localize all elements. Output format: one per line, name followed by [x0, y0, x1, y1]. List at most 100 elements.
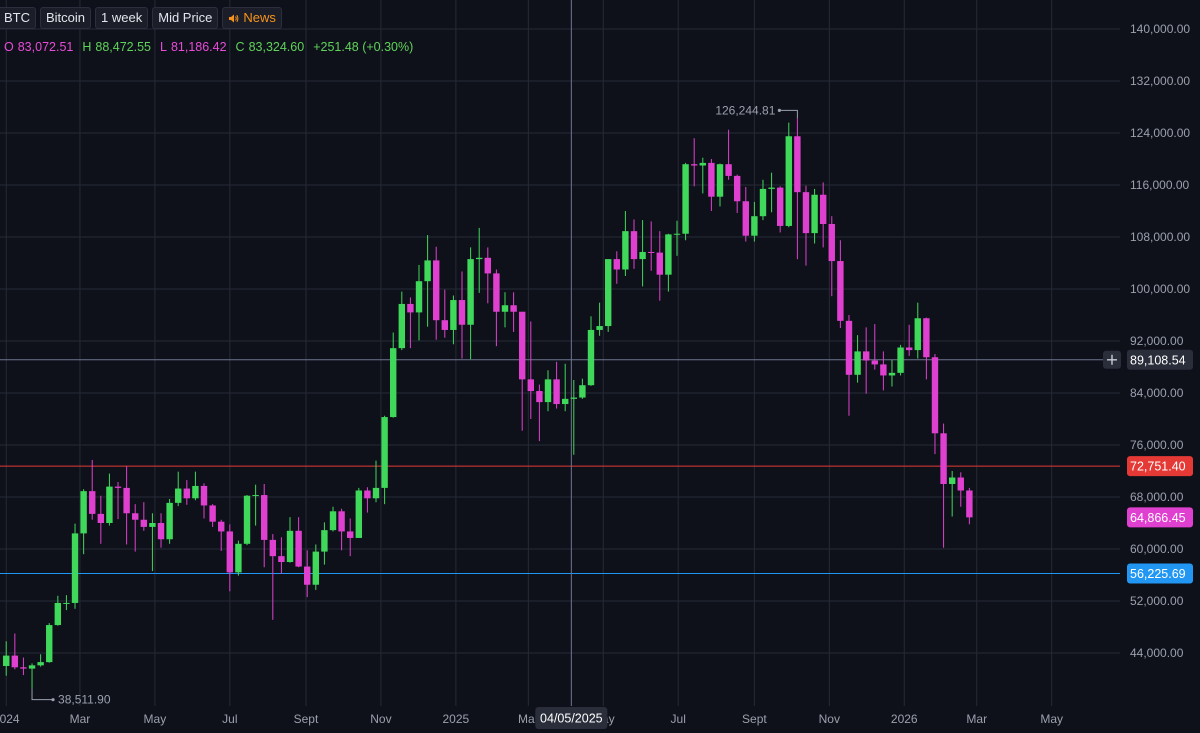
candle-body: [476, 257, 483, 260]
interval-button[interactable]: 1 week: [95, 7, 149, 29]
candle-body: [458, 300, 466, 325]
candle: [716, 163, 724, 207]
candle: [811, 188, 818, 244]
change-value: +251.48 (+0.30%): [313, 40, 414, 54]
blue-price-badge: [1127, 563, 1193, 584]
candle-body: [819, 194, 827, 224]
x-tick-label: Mar: [966, 712, 987, 726]
candle-body: [140, 519, 148, 527]
candle-body: [510, 305, 517, 312]
candle: [923, 317, 930, 380]
close-readout: C 83,324.60: [236, 40, 305, 54]
symbol-button[interactable]: BTC: [0, 7, 36, 29]
candle-body: [613, 259, 620, 270]
candle: [424, 235, 431, 327]
y-tick-label: 100,000.00: [1130, 282, 1190, 296]
y-tick-label: 108,000.00: [1130, 230, 1190, 244]
candle-body: [587, 329, 595, 386]
candle: [295, 517, 302, 568]
candle-body: [11, 655, 19, 668]
candle: [28, 663, 36, 689]
candle: [175, 471, 182, 507]
candle: [862, 327, 870, 394]
candle: [966, 487, 973, 525]
high-marker-line: [779, 109, 798, 119]
crosshair-price-badge: [1127, 349, 1193, 370]
candle: [372, 460, 380, 503]
candle-body: [278, 556, 285, 562]
candle-body: [708, 162, 715, 197]
candle: [209, 504, 216, 527]
candle-body: [845, 320, 853, 375]
red-price-label: 72,751.40: [1130, 460, 1186, 474]
candle-body: [923, 318, 930, 358]
candle: [957, 472, 964, 507]
candle: [140, 502, 148, 531]
y-tick-label: 76,000.00: [1130, 438, 1184, 452]
crosshair-date-label: 04/05/2025: [540, 712, 603, 726]
x-tick-label: May: [144, 712, 167, 726]
candle-body: [544, 379, 552, 403]
candle-body: [716, 164, 724, 197]
candle-body: [80, 491, 87, 534]
candle-body: [235, 543, 242, 573]
candle: [888, 359, 896, 387]
candle-body: [261, 495, 268, 540]
candle: [931, 354, 939, 455]
candle-body: [751, 216, 758, 236]
candle: [639, 220, 646, 287]
candle: [37, 654, 44, 667]
candle-body: [441, 320, 449, 330]
price-type-button[interactable]: Mid Price: [152, 7, 219, 29]
candle: [54, 595, 62, 626]
candle: [390, 332, 397, 418]
candle: [467, 247, 474, 360]
candle: [183, 480, 191, 505]
candle: [776, 186, 784, 233]
candle: [261, 484, 268, 568]
candle-body: [682, 164, 689, 234]
close-value: 83,324.60: [248, 40, 305, 54]
candle-body: [785, 136, 792, 226]
candle: [46, 623, 53, 663]
candle: [897, 344, 904, 376]
add-alert-icon[interactable]: [1103, 350, 1121, 369]
news-button[interactable]: News: [222, 7, 282, 29]
candle-body: [794, 136, 801, 193]
chart-annotations: 126,244.81 38,511.90: [31, 103, 798, 707]
candle: [106, 473, 113, 526]
instrument-name-button[interactable]: Bitcoin: [40, 7, 92, 29]
low-readout: L 81,186.42: [160, 40, 227, 54]
candle: [570, 380, 577, 455]
candle-body: [54, 602, 62, 626]
candle: [510, 292, 517, 332]
high-annotation: 126,244.81: [715, 103, 775, 117]
candle: [192, 471, 199, 501]
price-price-badge: [1127, 507, 1193, 528]
candle-body: [871, 360, 878, 365]
candle-body: [484, 257, 492, 274]
candle: [71, 523, 79, 609]
x-tick-label: Nov: [370, 712, 391, 726]
candle: [450, 295, 457, 345]
candle: [673, 220, 681, 256]
candle-body: [940, 433, 947, 484]
candle-body: [183, 488, 191, 499]
candle: [304, 550, 311, 598]
candle: [355, 487, 363, 538]
candle: [286, 517, 294, 563]
candle: [708, 159, 715, 211]
crosshair-date-bg: [535, 707, 608, 729]
high-readout: H 88,472.55: [82, 40, 151, 54]
candle-body: [948, 477, 956, 484]
candle-body: [304, 566, 311, 585]
candle: [905, 324, 913, 356]
crosshair-price-label: 89,108.54: [1130, 353, 1186, 367]
candle: [218, 519, 225, 551]
candle-body: [673, 233, 681, 235]
plus-icon: [1107, 354, 1117, 365]
y-tick-label: 60,000.00: [1130, 542, 1184, 556]
crosshair-date-badge: 04/05/2025: [535, 707, 608, 729]
y-tick-label: 84,000.00: [1130, 386, 1184, 400]
